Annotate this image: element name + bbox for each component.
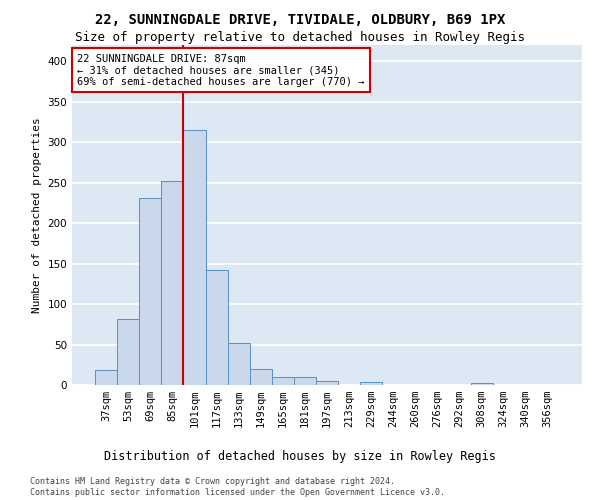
Bar — [227, 343, 250, 385]
Y-axis label: Number of detached properties: Number of detached properties — [32, 117, 42, 313]
Bar — [117, 318, 139, 385]
Bar — [95, 370, 117, 385]
Bar — [272, 377, 294, 385]
Bar — [294, 377, 316, 385]
Text: 22, SUNNINGDALE DRIVE, TIVIDALE, OLDBURY, B69 1PX: 22, SUNNINGDALE DRIVE, TIVIDALE, OLDBURY… — [95, 12, 505, 26]
Bar — [139, 198, 161, 385]
Bar — [470, 382, 493, 385]
Bar — [206, 270, 227, 385]
Bar — [250, 369, 272, 385]
Bar — [360, 382, 382, 385]
Bar — [316, 381, 338, 385]
Bar — [184, 130, 206, 385]
Text: Size of property relative to detached houses in Rowley Regis: Size of property relative to detached ho… — [75, 31, 525, 44]
Text: Contains HM Land Registry data © Crown copyright and database right 2024.
Contai: Contains HM Land Registry data © Crown c… — [30, 478, 445, 497]
Text: Distribution of detached houses by size in Rowley Regis: Distribution of detached houses by size … — [104, 450, 496, 463]
Bar — [161, 181, 184, 385]
Text: 22 SUNNINGDALE DRIVE: 87sqm
← 31% of detached houses are smaller (345)
69% of se: 22 SUNNINGDALE DRIVE: 87sqm ← 31% of det… — [77, 54, 365, 86]
